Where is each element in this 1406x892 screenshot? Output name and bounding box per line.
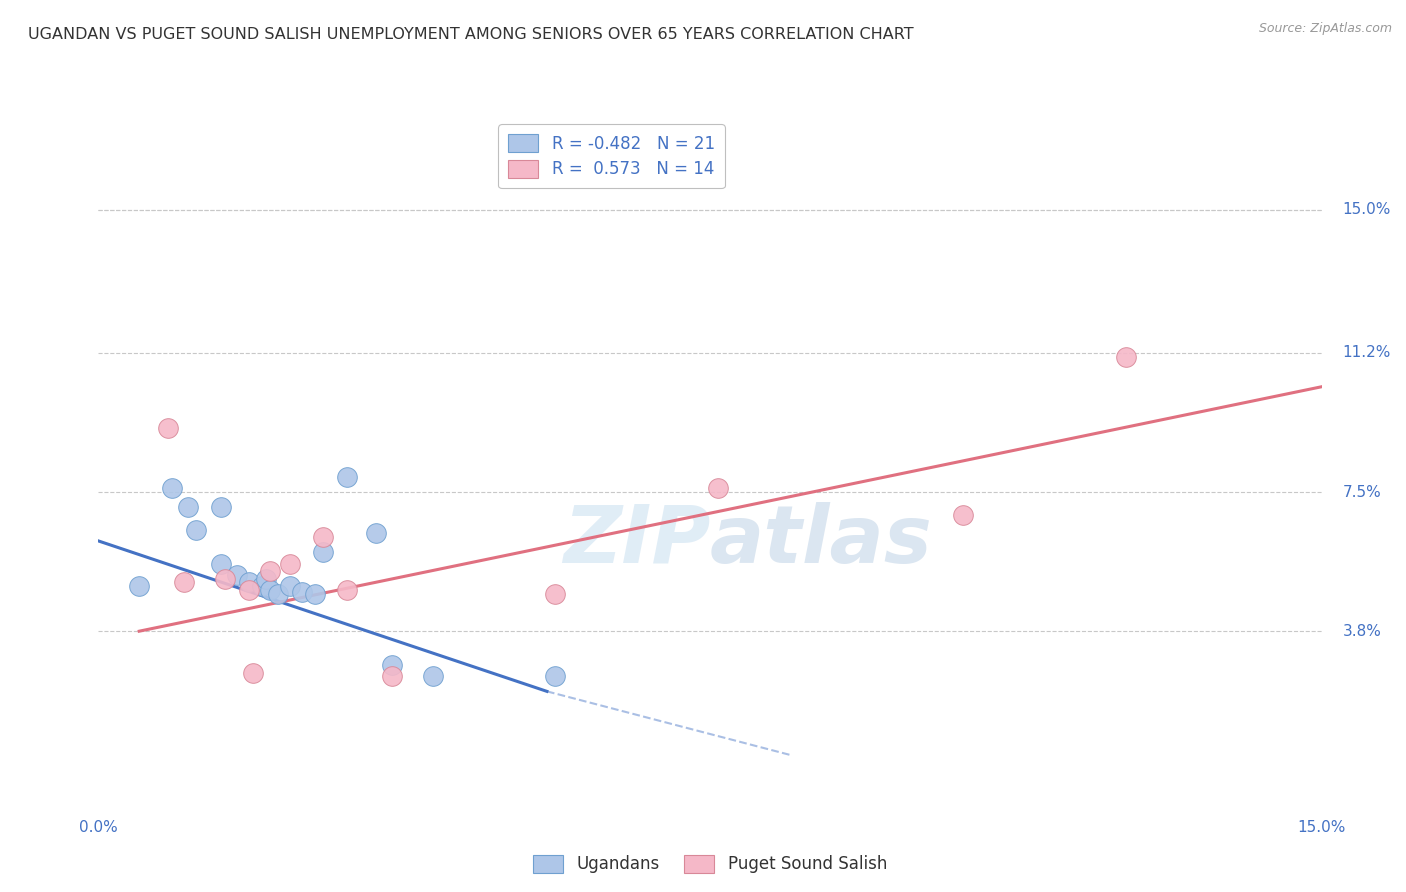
Point — [707, 481, 730, 495]
Point — [242, 665, 264, 680]
Point — [259, 564, 281, 578]
Text: Source: ZipAtlas.com: Source: ZipAtlas.com — [1258, 22, 1392, 36]
Point — [381, 669, 404, 683]
Point — [238, 582, 260, 597]
Point — [381, 658, 404, 673]
Point — [312, 530, 335, 544]
Text: 7.5%: 7.5% — [1343, 484, 1382, 500]
Point — [209, 557, 232, 571]
Point — [544, 669, 567, 683]
Text: ZIP: ZIP — [562, 502, 710, 580]
Text: UGANDAN VS PUGET SOUND SALISH UNEMPLOYMENT AMONG SENIORS OVER 65 YEARS CORRELATI: UGANDAN VS PUGET SOUND SALISH UNEMPLOYME… — [28, 27, 914, 42]
Point — [214, 572, 236, 586]
Text: 15.0%: 15.0% — [1343, 202, 1391, 218]
Point — [278, 557, 301, 571]
Text: atlas: atlas — [710, 502, 932, 580]
Point — [291, 584, 314, 599]
Point — [952, 508, 974, 522]
Text: 11.2%: 11.2% — [1343, 345, 1391, 360]
Point — [336, 582, 359, 597]
Point — [267, 586, 290, 600]
Point — [336, 470, 359, 484]
Point — [422, 669, 444, 683]
Point — [160, 481, 183, 495]
Point — [226, 567, 249, 582]
Point — [173, 575, 195, 590]
Point — [238, 575, 260, 590]
Point — [186, 523, 208, 537]
Point — [209, 500, 232, 514]
Point — [544, 586, 567, 600]
Point — [177, 500, 200, 514]
Text: 3.8%: 3.8% — [1343, 624, 1382, 639]
Point — [364, 526, 387, 541]
Point — [312, 545, 335, 559]
Point — [156, 421, 179, 435]
Point — [1115, 350, 1137, 364]
Point — [278, 579, 301, 593]
Legend: Ugandans, Puget Sound Salish: Ugandans, Puget Sound Salish — [526, 848, 894, 880]
Point — [259, 582, 281, 597]
Point — [128, 579, 150, 593]
Point — [254, 572, 277, 586]
Point — [250, 579, 273, 593]
Point — [304, 586, 326, 600]
